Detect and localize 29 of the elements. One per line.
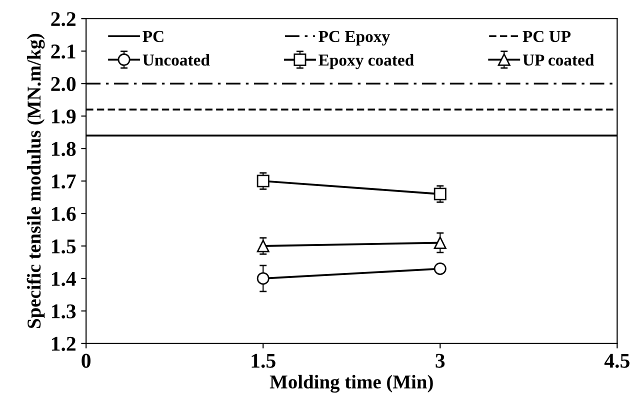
y-tick-label: 1.9 <box>52 110 76 124</box>
y-tick-label: 1.4 <box>52 272 76 286</box>
legend-label: Epoxy coated <box>318 54 414 70</box>
y-tick-label: 1.3 <box>52 304 76 318</box>
y-tick-label: 1.8 <box>52 142 76 156</box>
legend-label: PC Epoxy <box>318 30 390 46</box>
legend-label: PC <box>142 30 164 42</box>
legend-label: UP coated <box>522 54 594 66</box>
y-tick-label: 1.2 <box>52 336 76 351</box>
x-axis-title: Molding time (Min) <box>270 374 433 393</box>
y-tick-label: 1.5 <box>52 239 76 254</box>
x-tick-label: 1.5 <box>252 354 276 368</box>
point <box>256 272 270 285</box>
point <box>434 188 446 200</box>
x-tick-label: 0 <box>82 354 90 368</box>
y-tick-label: 1.7 <box>52 174 76 189</box>
point <box>434 262 446 275</box>
point <box>256 240 270 252</box>
x-tick-label: 4.5 <box>604 354 630 368</box>
legend-label: Uncoated <box>142 54 210 66</box>
y-tick-label: 1.6 <box>52 206 76 222</box>
legend-label: PC UP <box>522 30 571 42</box>
y-tick-label: 2.1 <box>51 44 76 59</box>
x-tick-label: 3 <box>436 354 445 368</box>
y-tick-label: 2.0 <box>51 76 76 92</box>
y-tick-label: 2.2 <box>51 12 76 26</box>
point <box>434 236 446 249</box>
point <box>256 174 270 188</box>
y-axis-title: Specific tensile modulus (MN.m/kg) <box>26 34 45 328</box>
